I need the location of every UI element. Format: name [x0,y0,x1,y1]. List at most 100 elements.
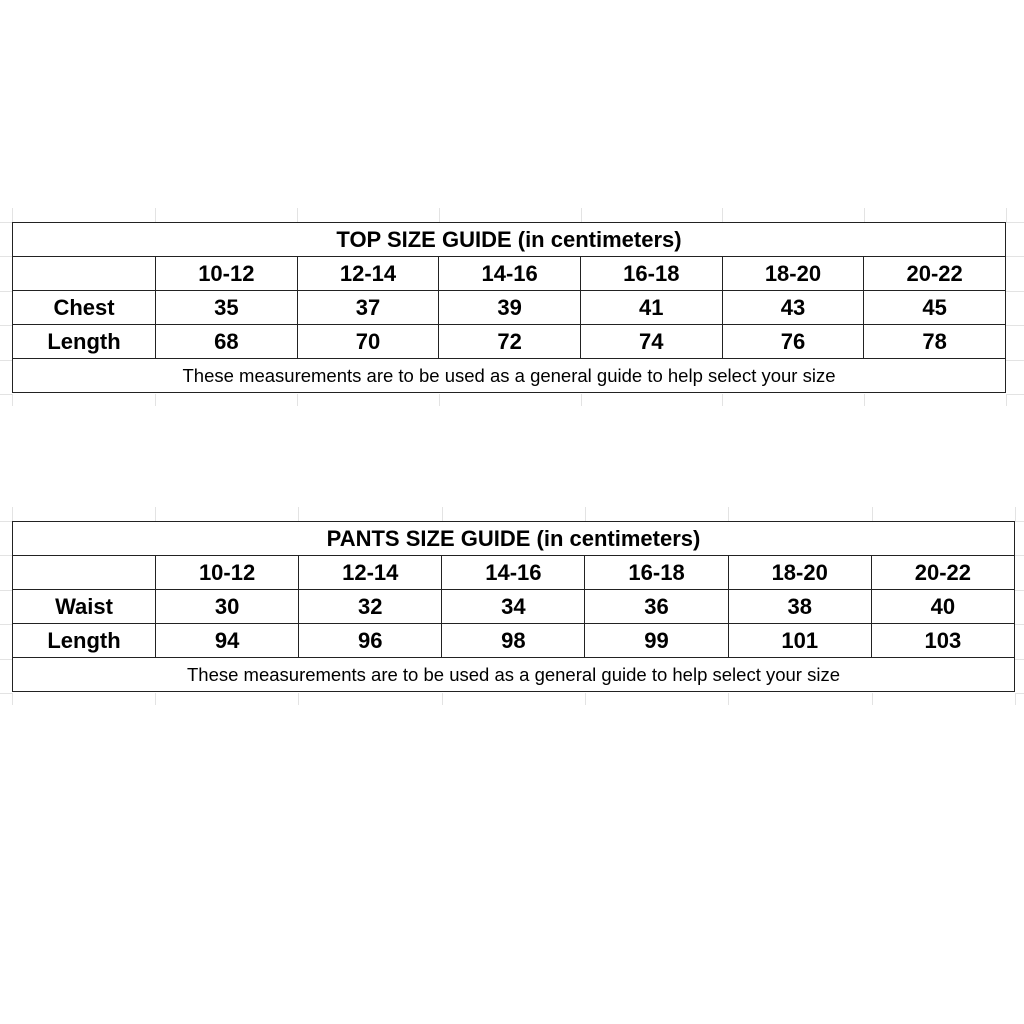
measurement-cell: 68 [155,324,298,359]
measurement-cell: 34 [441,589,586,624]
gridline [0,658,12,660]
measurement-cell: 72 [438,324,581,359]
size-header: 16-18 [579,256,723,291]
gridline [728,693,730,705]
gridline [1006,325,1024,327]
measurement-cell: 78 [863,324,1006,359]
measurement-cell: 76 [721,324,865,359]
gridline [441,693,443,705]
size-header-row: 10-12 12-14 14-16 16-18 18-20 20-22 [12,555,1016,590]
measurement-cell: 101 [727,623,872,658]
top-size-guide-table: TOP SIZE GUIDE (in centimeters) 10-12 12-1… [12,222,1006,393]
gridline [1015,589,1024,591]
size-header: 10-12 [155,256,298,291]
measurement-cell: 41 [579,290,723,325]
gridline [871,507,873,521]
table-note: These measurements are to be used as a g… [12,657,1015,692]
table-row: Chest 35 37 39 41 43 45 [12,290,1006,325]
size-header: 18-20 [721,256,865,291]
gridline [1006,290,1024,292]
gridline [1015,693,1024,694]
measurement-cell: 74 [579,324,723,359]
gridline [0,222,12,223]
size-header: 20-22 [870,555,1016,590]
table-note: These measurements are to be used as a g… [12,358,1006,393]
size-header: 18-20 [727,555,872,590]
table-row: Length 68 70 72 74 76 78 [12,324,1006,359]
gridline [585,507,586,521]
empty-cell [12,256,156,291]
gridline [0,589,12,591]
measurement-cell: 103 [870,623,1016,658]
row-label: Chest [12,290,156,325]
gridline [580,394,582,406]
measurement-cell: 35 [155,290,298,325]
measurement-cell: 38 [727,589,872,624]
gridline [155,693,156,705]
gridline [12,208,13,222]
gridline [1015,624,1024,626]
gridline [1015,693,1016,705]
gridline [0,325,12,327]
gridline [12,507,13,521]
gridline [0,521,12,522]
measurement-cell: 45 [863,290,1006,325]
table-title: PANTS SIZE GUIDE (in centimeters) [12,521,1015,556]
gridline [871,693,873,705]
gridline [0,359,12,361]
gridline [12,394,13,406]
gridline [1006,222,1024,223]
measurement-cell: 36 [584,589,729,624]
measurement-cell: 30 [154,589,300,624]
gridline [864,394,866,406]
gridline [0,256,12,258]
measurement-cell: 99 [584,623,729,658]
gridline [441,507,443,521]
gridline [0,555,12,557]
gridline [1006,394,1007,406]
gridline [1006,359,1024,361]
table-title: TOP SIZE GUIDE (in centimeters) [12,222,1006,257]
measurement-cell: 32 [298,589,443,624]
gridline [155,507,156,521]
measurement-cell: 40 [870,589,1016,624]
gridline [155,394,156,406]
gridline [438,394,440,406]
measurement-cell: 37 [296,290,440,325]
measurement-cell: 39 [438,290,581,325]
row-label: Length [12,324,156,359]
gridline [438,208,440,222]
gridline [296,208,298,222]
gridline [0,624,12,626]
row-label: Waist [12,589,156,624]
size-header: 20-22 [863,256,1006,291]
gridline [298,507,300,521]
size-header: 10-12 [154,555,300,590]
size-header-row: 10-12 12-14 14-16 16-18 18-20 20-22 [12,256,1006,291]
row-label: Length [12,623,156,658]
gridline [728,507,730,521]
gridline [1006,394,1024,395]
size-header: 14-16 [441,555,586,590]
gridline [580,208,582,222]
gridline [585,693,586,705]
gridline [296,394,298,406]
gridline [12,693,13,705]
table-row: Length 94 96 98 99 101 103 [12,623,1016,658]
pants-size-guide-table: PANTS SIZE GUIDE (in centimeters) 10-12 12… [12,521,1016,692]
table-row: Waist 30 32 34 36 38 40 [12,589,1016,624]
measurement-cell: 94 [154,623,300,658]
gridline [298,693,300,705]
gridline [0,394,12,395]
gridline [1015,555,1024,557]
size-header: 12-14 [296,256,440,291]
size-header: 16-18 [584,555,729,590]
measurement-cell: 70 [296,324,440,359]
measurement-cell: 98 [441,623,586,658]
gridline [1015,521,1024,522]
gridline [0,290,12,292]
measurement-cell: 43 [721,290,865,325]
gridline [1006,208,1007,222]
gridline [722,208,724,222]
gridline [155,208,156,222]
